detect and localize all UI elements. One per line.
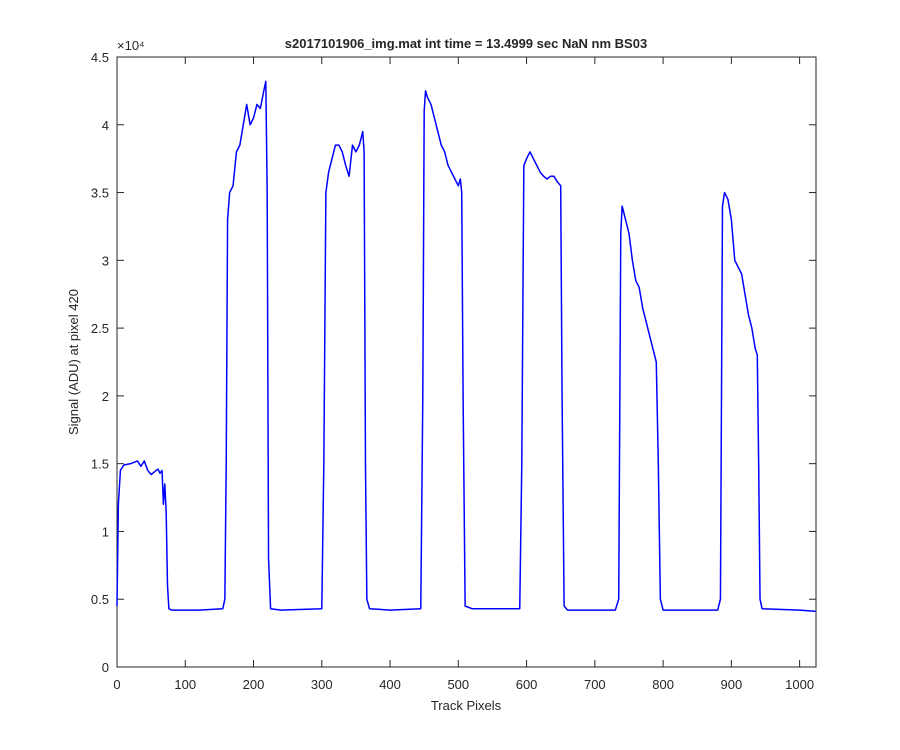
chart-title: s2017101906_img.mat int time = 13.4999 s… [285,36,647,51]
y-tick-label: 3 [102,253,109,268]
y-tick-label: 1 [102,524,109,539]
x-tick-label: 400 [379,677,401,692]
y-tick-label: 2 [102,389,109,404]
y-tick-label: 3.5 [91,186,109,201]
x-tick-label: 600 [516,677,538,692]
y-exponent: ×10⁴ [117,38,145,53]
x-tick-label: 1000 [785,677,814,692]
y-tick-label: 4.5 [91,50,109,65]
data-line [116,80,817,613]
plot-area [116,56,817,668]
x-axis-label: Track Pixels [431,698,502,713]
x-tick-label: 100 [174,677,196,692]
x-tick-label: 700 [584,677,606,692]
y-tick-label: 1.5 [91,457,109,472]
y-tick-label: 0.5 [91,592,109,607]
y-tick-label: 0 [102,660,109,675]
x-tick-label: 300 [311,677,333,692]
x-tick-label: 0 [113,677,120,692]
x-tick-label: 800 [652,677,674,692]
y-tick-label: 4 [102,118,109,133]
x-tick-label: 900 [721,677,743,692]
y-tick-label: 2.5 [91,321,109,336]
x-tick-label: 200 [243,677,265,692]
x-tick-label: 500 [447,677,469,692]
y-axis-label: Signal (ADU) at pixel 420 [66,289,81,435]
